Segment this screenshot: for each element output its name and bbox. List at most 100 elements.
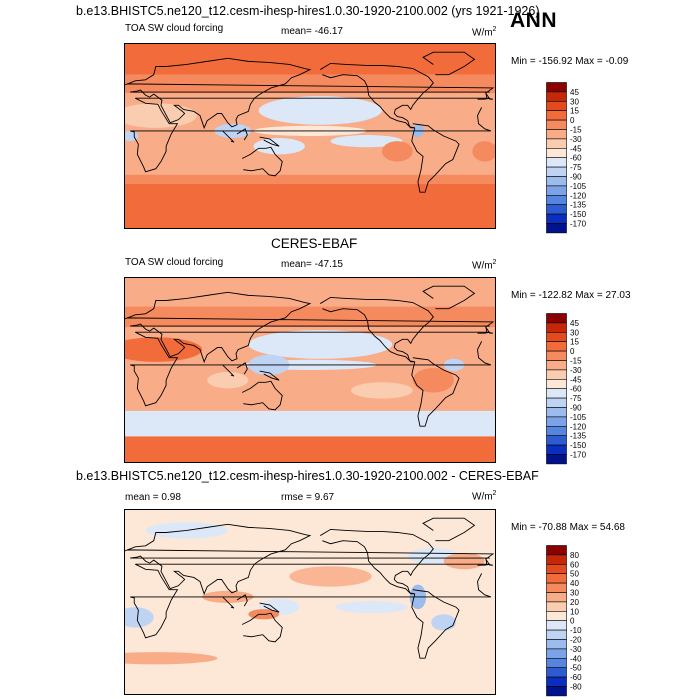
run-title: b.e13.BHISTC5.ne120_t12.cesm-ihesp-hires…	[76, 4, 540, 18]
colorbar-box	[546, 629, 567, 640]
panel3-minmax: Min = -70.88 Max = 54.68	[511, 522, 625, 533]
colorbar-tick-label: -60	[570, 385, 582, 394]
colorbar-box	[546, 686, 567, 697]
colorbar-tick-label: -150	[570, 210, 587, 219]
colorbar-tick-label: 30	[570, 97, 579, 106]
colorbar-tick-label: -50	[570, 664, 582, 673]
colorbar-box	[546, 213, 567, 224]
colorbar-tick-label: -30	[570, 135, 582, 144]
colorbar-box	[546, 322, 567, 333]
coastline	[125, 291, 495, 364]
colorbar-tick-label: -60	[570, 154, 582, 163]
colorbar-box	[546, 204, 567, 215]
colorbar-tick-label: 15	[570, 107, 579, 116]
colorbar-box	[546, 148, 567, 159]
colorbar-tick-label: 0	[570, 116, 575, 125]
colorbar-tick-label: 40	[570, 579, 579, 588]
colorbar-box	[546, 110, 567, 121]
colorbar-box	[546, 563, 567, 574]
panel3-units: W/m2	[472, 490, 497, 503]
colorbar-box	[546, 545, 567, 556]
colorbar-box	[546, 223, 567, 234]
panel1-map	[124, 43, 496, 229]
colorbar-tick-label: -90	[570, 173, 582, 182]
colorbar-box	[546, 313, 567, 324]
colorbar-tick-label: -30	[570, 645, 582, 654]
colorbar-tick-label: -120	[570, 422, 587, 431]
panel3-colorbar: 80 60 50 40 30 20 10 0 -10 -20 -30 -40 -50 -60 -80	[546, 545, 616, 697]
colorbar-box	[546, 592, 567, 603]
colorbar-tick-label: 15	[570, 338, 579, 347]
panel2-units: W/m2	[472, 259, 497, 272]
panel3-map	[124, 509, 496, 695]
colorbar-box	[546, 611, 567, 622]
colorbar-tick-label: 50	[570, 570, 579, 579]
colorbar-box	[546, 331, 567, 342]
colorbar-box	[546, 601, 567, 612]
panel1-variable: TOA SW cloud forcing	[125, 23, 224, 34]
coastline	[241, 380, 283, 411]
coastline	[241, 146, 283, 177]
colorbar-box	[546, 435, 567, 446]
colorbar-tick-label: -30	[570, 366, 582, 375]
colorbar-tick-label: -90	[570, 404, 582, 413]
map-3-svg	[125, 510, 495, 694]
colorbar-box	[546, 444, 567, 455]
colorbar-box	[546, 426, 567, 437]
colorbar-tick-label: -150	[570, 441, 587, 450]
coastline	[259, 136, 280, 147]
coastline	[259, 370, 280, 381]
colorbar-tick-label: -170	[570, 220, 587, 229]
colorbar-tick-label: 45	[570, 319, 579, 328]
colorbar-box	[546, 397, 567, 408]
coastline	[222, 596, 235, 609]
colorbar-tick-label: 60	[570, 560, 579, 569]
colorbar-tick-label: 30	[570, 589, 579, 598]
colorbar-tick-label: -60	[570, 673, 582, 682]
colorbar-box	[546, 91, 567, 102]
panel2-variable: TOA SW cloud forcing	[125, 257, 224, 268]
colorbar-tick-label: -15	[570, 357, 582, 366]
colorbar-tick-label: -170	[570, 451, 587, 460]
colorbar-tick-label: -105	[570, 182, 587, 191]
colorbar-tick-label: 0	[570, 617, 575, 626]
coastline	[422, 285, 476, 310]
panel1-units: W/m2	[472, 26, 497, 39]
map-2-svg	[125, 278, 495, 462]
colorbar-box	[546, 176, 567, 187]
colorbar-tick-label: -75	[570, 394, 582, 403]
coastline	[320, 528, 434, 595]
colorbar-box	[546, 676, 567, 687]
panel1-minmax: Min = -156.92 Max = -0.09	[511, 56, 629, 67]
panel2-minmax: Min = -122.82 Max = 27.03	[511, 290, 631, 301]
colorbar-box	[546, 360, 567, 371]
colorbar-box	[546, 195, 567, 206]
colorbar-1-svg: 4530150-15-30-45-60-75-90-105-120-135-15…	[546, 82, 587, 234]
colorbar-tick-label: -40	[570, 654, 582, 663]
colorbar-box	[546, 129, 567, 140]
coastline	[241, 612, 283, 643]
panel3-mean: mean = 0.98	[125, 492, 181, 503]
colorbar-box	[546, 454, 567, 465]
colorbar-box	[546, 379, 567, 390]
colorbar-box	[546, 648, 567, 659]
panel3-title: b.e13.BHISTC5.ne120_t12.cesm-ihesp-hires…	[76, 469, 539, 483]
colorbar-tick-label: 30	[570, 328, 579, 337]
map-1-svg	[125, 44, 495, 228]
colorbar-tick-label: -45	[570, 144, 582, 153]
colorbar-box	[546, 185, 567, 196]
colorbar-box	[546, 554, 567, 565]
coastline	[236, 362, 248, 375]
colorbar-tick-label: -15	[570, 126, 582, 135]
colorbar-tick-label: 45	[570, 88, 579, 97]
coastline	[320, 296, 434, 363]
colorbar-box	[546, 573, 567, 584]
panel2-colorbar: 45 30 15 0 -15 -30 -45 -60 -75 -90 -105 -120 -135 -15…	[546, 313, 616, 465]
colorbar-box	[546, 100, 567, 111]
coastline	[125, 57, 495, 130]
coastline	[130, 331, 492, 407]
coastline	[222, 364, 235, 377]
panel1-mean: mean= -46.17	[281, 26, 343, 37]
colorbar-box	[546, 82, 567, 93]
colorbar-box	[546, 157, 567, 168]
